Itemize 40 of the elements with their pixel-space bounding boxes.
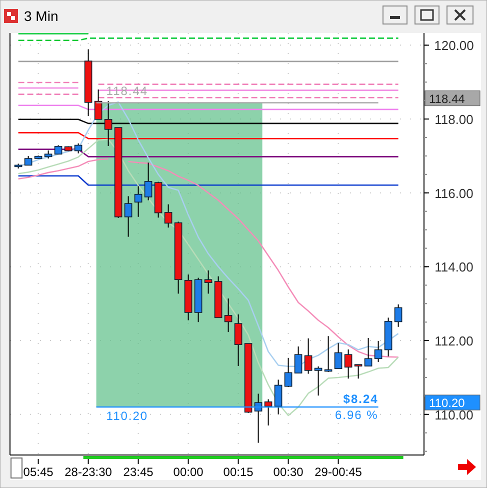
candlestick xyxy=(134,186,142,218)
candlestick xyxy=(234,314,242,367)
x-tick-label: 23:45 xyxy=(123,465,154,479)
x-tick-label: 29-00:45 xyxy=(314,465,362,479)
candlestick xyxy=(24,155,32,166)
candlestick xyxy=(224,298,232,333)
candlestick xyxy=(294,346,302,374)
x-tick-label: 00:30 xyxy=(273,465,304,479)
ref-line-label: 110.20 xyxy=(106,409,148,424)
text: 118.44 xyxy=(429,92,466,106)
candlestick xyxy=(274,379,282,415)
candlestick xyxy=(94,88,102,120)
annotation: $8.24 xyxy=(343,392,378,406)
y-tick-label: 116.00 xyxy=(434,186,474,201)
x-tick-label: 00:00 xyxy=(173,465,204,479)
candlestick xyxy=(344,348,352,380)
y-tick-label: 120.00 xyxy=(434,38,474,54)
y-tick-label: 112.00 xyxy=(434,334,474,349)
candlestick xyxy=(264,398,272,426)
candlestick xyxy=(124,196,132,238)
candlestick xyxy=(204,270,212,294)
candlestick xyxy=(374,340,382,362)
y-tick-label: 118.00 xyxy=(434,112,474,128)
candlestick xyxy=(164,204,172,228)
y-tick-label: 114.00 xyxy=(434,260,474,275)
chart-title: 3 Min xyxy=(24,8,58,24)
candlestick xyxy=(314,366,322,396)
x-tick-label: 05:45 xyxy=(23,465,54,479)
candlestick xyxy=(364,337,372,367)
candlestick xyxy=(54,144,62,155)
candlestick xyxy=(334,342,342,370)
candlestick xyxy=(354,364,362,380)
annotation: 6.96 % xyxy=(334,408,378,422)
candlestick xyxy=(144,162,152,201)
x-tick-label: 28-23:30 xyxy=(64,465,112,479)
candlestick xyxy=(304,338,312,374)
candlestick xyxy=(74,142,82,154)
candlestick xyxy=(394,304,402,328)
x-tick-label: 00:15 xyxy=(223,465,254,479)
candlestick xyxy=(284,357,292,388)
